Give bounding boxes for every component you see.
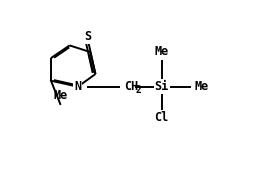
Text: Me: Me	[155, 45, 169, 58]
Text: Si: Si	[155, 80, 169, 93]
Text: CH: CH	[124, 80, 139, 93]
Text: N: N	[74, 80, 81, 93]
Text: 2: 2	[135, 85, 141, 95]
Text: Me: Me	[53, 89, 67, 102]
Text: Cl: Cl	[155, 111, 169, 124]
Text: Me: Me	[195, 80, 209, 93]
Text: S: S	[85, 30, 92, 43]
